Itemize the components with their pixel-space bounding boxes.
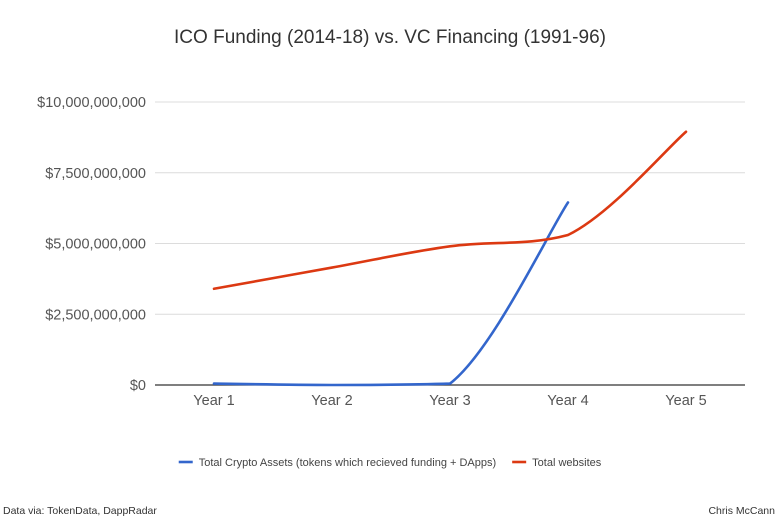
data-source-note: Data via: TokenData, DappRadar: [3, 505, 157, 517]
x-tick-label: Year 2: [311, 393, 352, 409]
x-tick-label: Year 5: [665, 393, 706, 409]
y-tick-label: $7,500,000,000: [45, 166, 146, 182]
chart-title: ICO Funding (2014-18) vs. VC Financing (…: [174, 27, 606, 48]
y-tick-label: $2,500,000,000: [45, 307, 146, 323]
legend: Total Crypto Assets (tokens which reciev…: [178, 457, 602, 469]
legend-label: Total Crypto Assets (tokens which reciev…: [199, 457, 496, 469]
x-tick-label: Year 3: [429, 393, 470, 409]
y-axis-tick-labels: $0 $2,500,000,000 $5,000,000,000 $7,500,000…: [37, 95, 146, 394]
author-credit: Chris McCann: [708, 505, 775, 517]
y-tick-label: $5,000,000,000: [45, 237, 146, 253]
series-line: [212, 201, 570, 387]
x-axis-tick-labels: Year 1 Year 2 Year 3 Year 4 Year 5: [193, 393, 706, 409]
series-line: [212, 130, 688, 291]
x-tick-label: Year 4: [547, 393, 588, 409]
x-tick-label: Year 1: [193, 393, 234, 409]
grid: [155, 101, 745, 386]
y-tick-label: $10,000,000,000: [37, 95, 146, 111]
series-lines: [212, 130, 688, 387]
y-tick-label: $0: [130, 378, 146, 394]
legend-label: Total websites: [532, 457, 602, 469]
